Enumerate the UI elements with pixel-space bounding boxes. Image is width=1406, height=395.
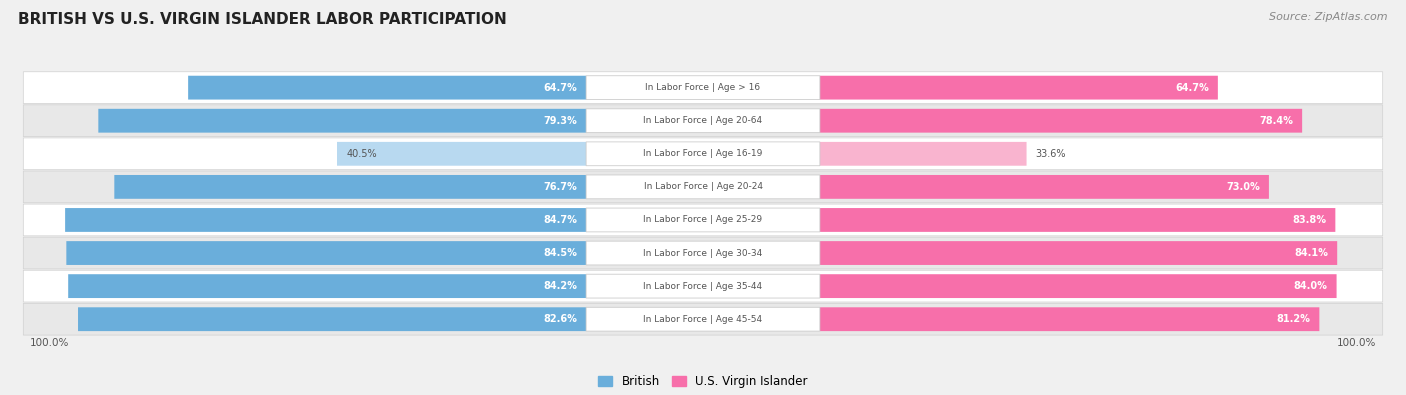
FancyBboxPatch shape <box>24 270 1382 302</box>
FancyBboxPatch shape <box>820 109 1302 133</box>
Text: 100.0%: 100.0% <box>1337 339 1376 348</box>
Text: In Labor Force | Age 30-34: In Labor Force | Age 30-34 <box>644 248 762 258</box>
FancyBboxPatch shape <box>820 208 1336 232</box>
Text: In Labor Force | Age 20-24: In Labor Force | Age 20-24 <box>644 182 762 192</box>
Text: In Labor Force | Age 20-64: In Labor Force | Age 20-64 <box>644 116 762 125</box>
FancyBboxPatch shape <box>24 138 1382 170</box>
FancyBboxPatch shape <box>820 142 1026 166</box>
FancyBboxPatch shape <box>586 109 820 133</box>
FancyBboxPatch shape <box>820 241 1337 265</box>
FancyBboxPatch shape <box>114 175 586 199</box>
FancyBboxPatch shape <box>337 142 586 166</box>
Text: 78.4%: 78.4% <box>1258 116 1294 126</box>
FancyBboxPatch shape <box>820 76 1218 100</box>
Text: 76.7%: 76.7% <box>543 182 576 192</box>
FancyBboxPatch shape <box>67 274 586 298</box>
Text: 64.7%: 64.7% <box>543 83 576 93</box>
FancyBboxPatch shape <box>586 208 820 232</box>
FancyBboxPatch shape <box>79 307 586 331</box>
FancyBboxPatch shape <box>586 307 820 331</box>
Text: 84.7%: 84.7% <box>543 215 576 225</box>
FancyBboxPatch shape <box>98 109 586 133</box>
FancyBboxPatch shape <box>820 274 1337 298</box>
Text: 84.5%: 84.5% <box>543 248 576 258</box>
FancyBboxPatch shape <box>586 241 820 265</box>
FancyBboxPatch shape <box>66 241 586 265</box>
Text: In Labor Force | Age 45-54: In Labor Force | Age 45-54 <box>644 315 762 324</box>
FancyBboxPatch shape <box>820 307 1319 331</box>
Text: 83.8%: 83.8% <box>1292 215 1326 225</box>
Legend: British, U.S. Virgin Islander: British, U.S. Virgin Islander <box>598 375 808 388</box>
Text: 33.6%: 33.6% <box>1036 149 1066 159</box>
Text: In Labor Force | Age 35-44: In Labor Force | Age 35-44 <box>644 282 762 291</box>
Text: 82.6%: 82.6% <box>543 314 576 324</box>
FancyBboxPatch shape <box>586 142 820 166</box>
Text: In Labor Force | Age 25-29: In Labor Force | Age 25-29 <box>644 215 762 224</box>
FancyBboxPatch shape <box>24 171 1382 203</box>
FancyBboxPatch shape <box>24 72 1382 103</box>
FancyBboxPatch shape <box>65 208 586 232</box>
Text: 100.0%: 100.0% <box>30 339 69 348</box>
Text: 79.3%: 79.3% <box>543 116 576 126</box>
Text: 64.7%: 64.7% <box>1175 83 1209 93</box>
FancyBboxPatch shape <box>586 76 820 100</box>
FancyBboxPatch shape <box>586 175 820 199</box>
FancyBboxPatch shape <box>24 204 1382 236</box>
FancyBboxPatch shape <box>820 175 1268 199</box>
Text: In Labor Force | Age > 16: In Labor Force | Age > 16 <box>645 83 761 92</box>
Text: 84.1%: 84.1% <box>1294 248 1329 258</box>
Text: 81.2%: 81.2% <box>1277 314 1310 324</box>
FancyBboxPatch shape <box>24 105 1382 137</box>
Text: Source: ZipAtlas.com: Source: ZipAtlas.com <box>1270 12 1388 22</box>
FancyBboxPatch shape <box>586 274 820 298</box>
Text: In Labor Force | Age 16-19: In Labor Force | Age 16-19 <box>644 149 762 158</box>
Text: 84.2%: 84.2% <box>543 281 576 291</box>
Text: 40.5%: 40.5% <box>346 149 377 159</box>
Text: 84.0%: 84.0% <box>1294 281 1327 291</box>
FancyBboxPatch shape <box>188 76 586 100</box>
Text: BRITISH VS U.S. VIRGIN ISLANDER LABOR PARTICIPATION: BRITISH VS U.S. VIRGIN ISLANDER LABOR PA… <box>18 12 508 27</box>
FancyBboxPatch shape <box>24 303 1382 335</box>
Text: 73.0%: 73.0% <box>1226 182 1260 192</box>
FancyBboxPatch shape <box>24 237 1382 269</box>
